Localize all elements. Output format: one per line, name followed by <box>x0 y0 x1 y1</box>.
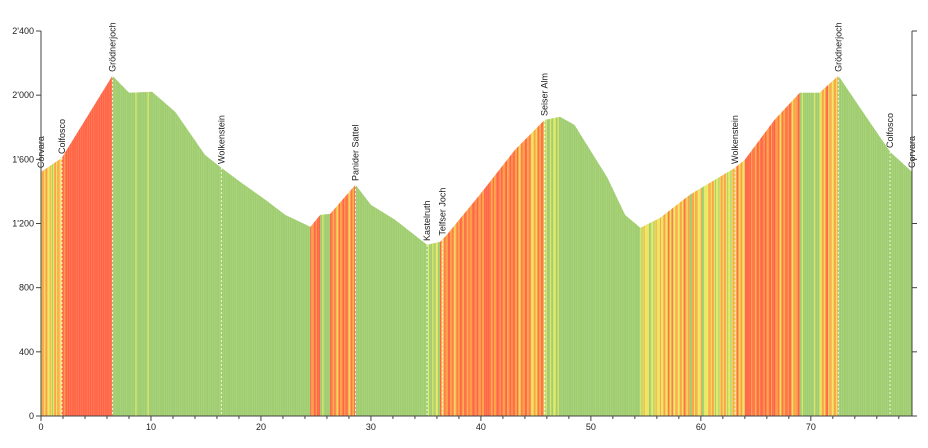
waypoint-label: Kastelruth <box>422 200 432 241</box>
x-tick-label: 20 <box>256 422 266 432</box>
waypoint-label: Colfosco <box>885 113 895 148</box>
y-tick-label: 400 <box>19 347 34 357</box>
waypoint-label: Grödnerjoch <box>107 22 117 72</box>
x-tick-label: 40 <box>476 422 486 432</box>
y-tick-label: 1'200 <box>12 219 34 229</box>
x-tick-label: 70 <box>806 422 816 432</box>
waypoint-label: Wolkenstein <box>216 115 226 164</box>
y-tick-label: 1'600 <box>12 154 34 164</box>
waypoint-label: Telfser Joch <box>437 188 447 236</box>
waypoint-label: Colfosco <box>57 119 67 154</box>
y-tick-label: 800 <box>19 283 34 293</box>
x-tick-label: 60 <box>696 422 706 432</box>
y-tick-label: 2'000 <box>12 90 34 100</box>
profile-fill <box>40 75 913 417</box>
x-tick-label: 10 <box>146 422 156 432</box>
y-tick-label: 0 <box>29 411 34 421</box>
x-tick-label: 50 <box>586 422 596 432</box>
waypoint-label: Grödnerjoch <box>833 22 843 72</box>
x-tick-label: 30 <box>366 422 376 432</box>
waypoint-label: Wolkenstein <box>730 115 740 164</box>
waypoint-label: Panider Sattel <box>351 124 361 181</box>
axes: 0 400 800 1'200 1'600 2'000 2'400 0 10 20 30 40 50 60… <box>12 26 917 432</box>
x-tick-label: 0 <box>38 422 43 432</box>
waypoint-label: Seiser Alm <box>540 73 550 116</box>
y-tick-label: 2'400 <box>12 26 34 36</box>
